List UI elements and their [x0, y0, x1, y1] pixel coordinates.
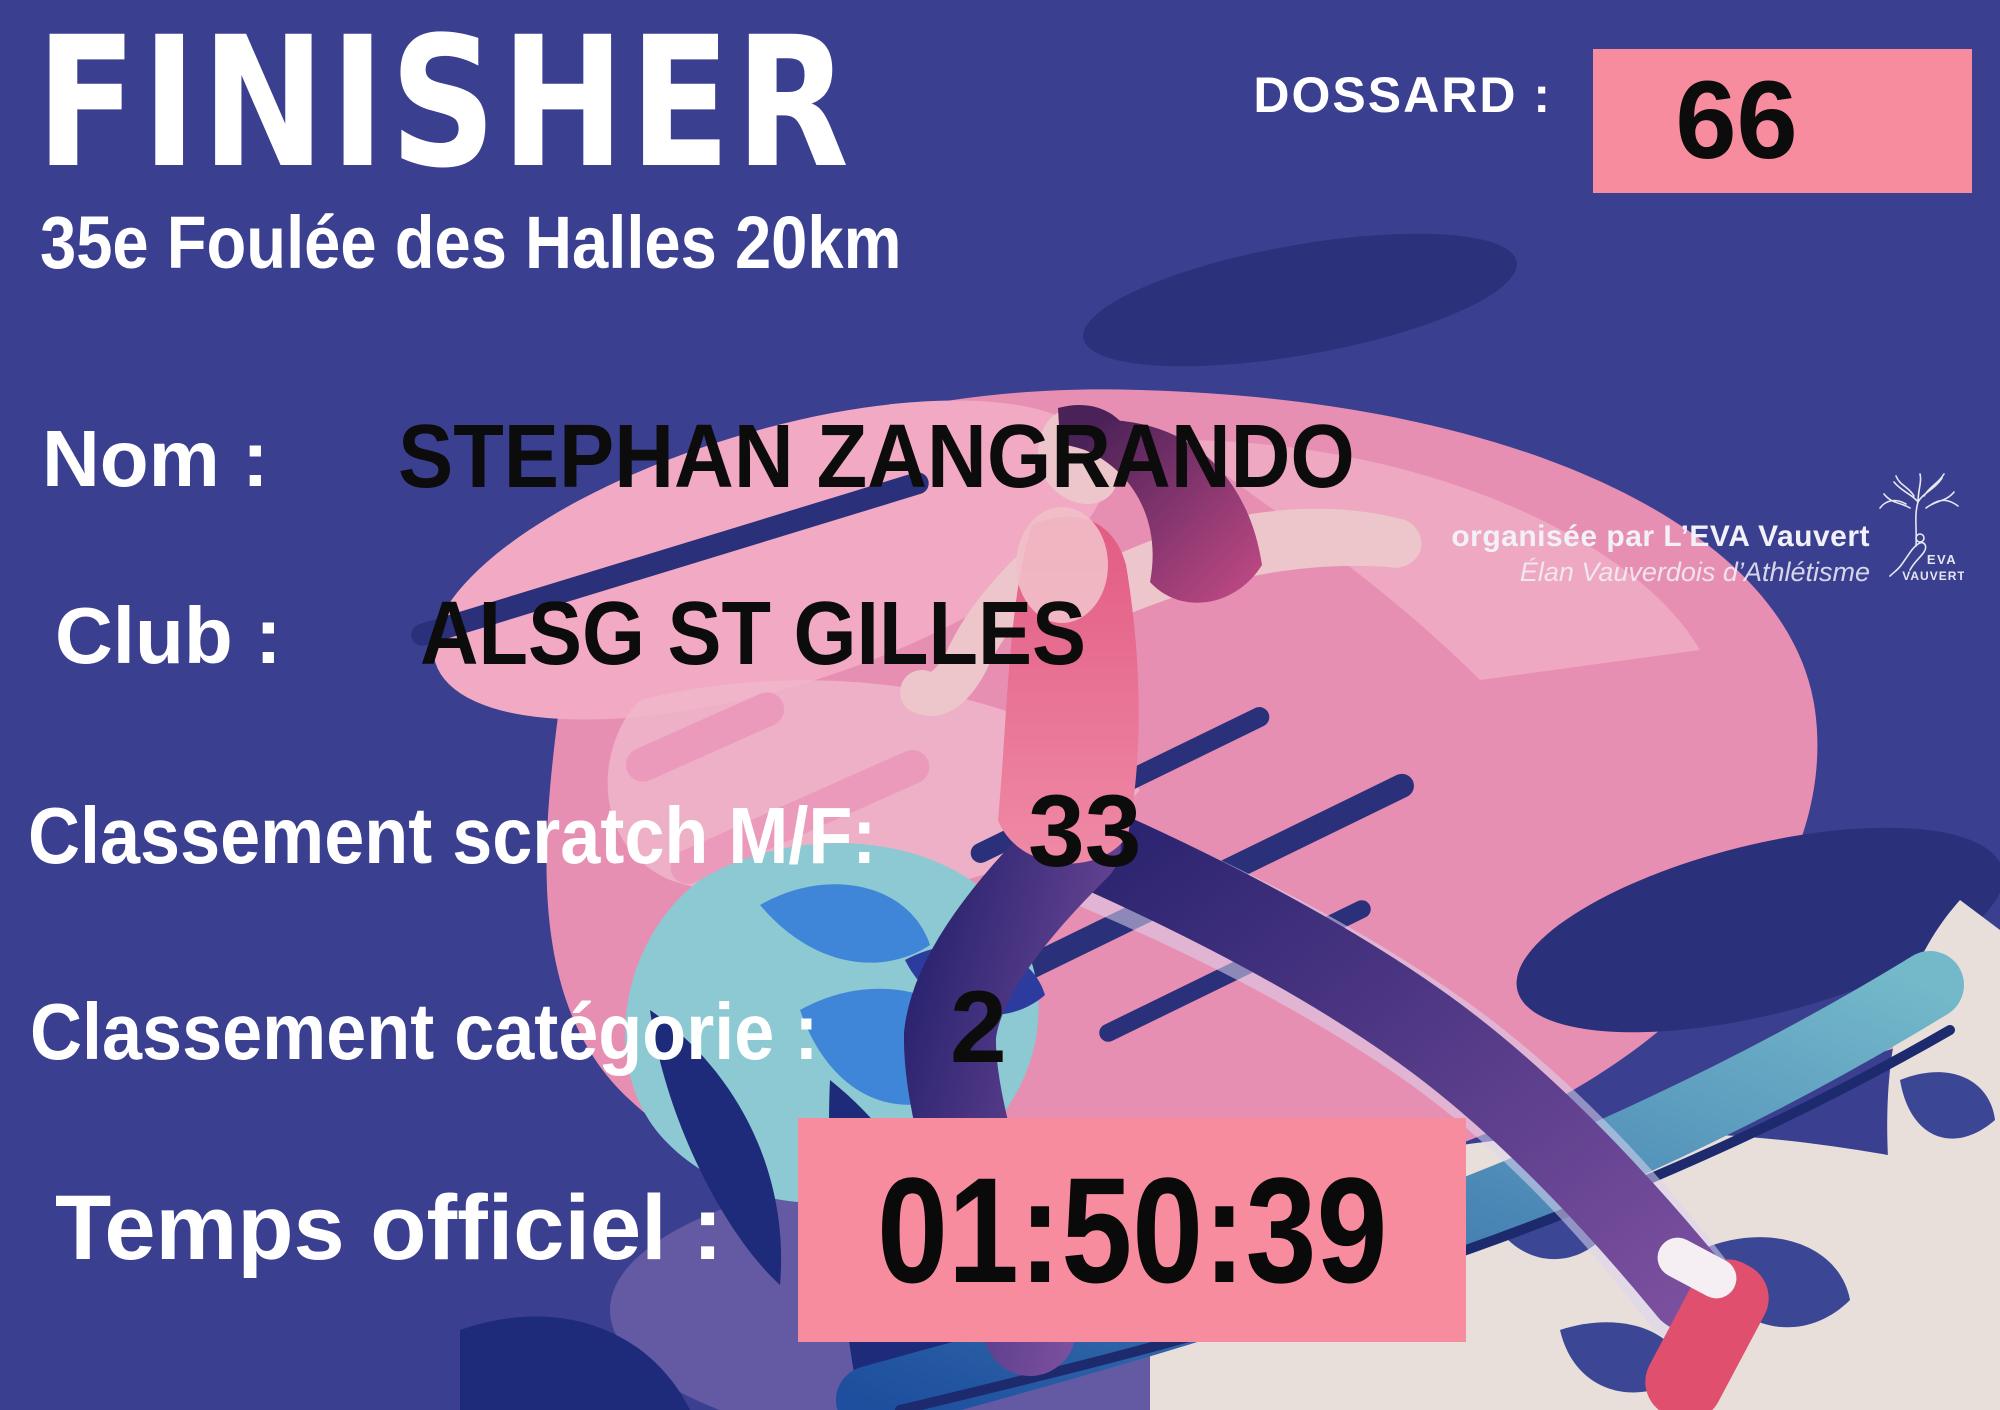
- club-value: ALSG ST GILLES: [420, 584, 1087, 684]
- eva-logo-text-line1: EVA: [1927, 552, 1957, 567]
- runner-figure: [900, 404, 1769, 1410]
- club-label: Club :: [55, 591, 282, 680]
- eva-vauvert-logo-icon: EVA VAUVERT: [1879, 473, 1964, 583]
- temps-officiel-label: Temps officiel :: [55, 1177, 723, 1279]
- finisher-title: FINISHER: [36, 0, 854, 208]
- eva-logo-text-line2: VAUVERT: [1902, 569, 1964, 583]
- organizer-line2: Élan Vauverdois d’Athlétisme: [1519, 556, 1870, 587]
- classement-scratch-value: 33: [1028, 774, 1142, 888]
- organizer-line1: organisée par L’EVA Vauvert: [1451, 520, 1870, 553]
- dossard-label: DOSSARD :: [1253, 67, 1552, 123]
- classement-categorie-label: Classement catégorie :: [30, 987, 819, 1076]
- temps-officiel-box: 01:50:39: [798, 1118, 1466, 1342]
- dossard-number: 66: [1675, 59, 1798, 182]
- event-name: 35e Foulée des Halles 20km: [40, 201, 902, 284]
- classement-categorie-value: 2: [950, 970, 1007, 1084]
- organizer-credit: organisée par L’EVA Vauvert Élan Vauverd…: [1451, 518, 1870, 589]
- temps-officiel-value: 01:50:39: [876, 1146, 1388, 1314]
- nom-value: STEPHAN ZANGRANDO: [398, 407, 1355, 507]
- classement-scratch-label: Classement scratch M/F:: [28, 791, 877, 880]
- dossard-number-box: 66: [1593, 49, 1972, 193]
- nom-label: Nom :: [42, 414, 269, 503]
